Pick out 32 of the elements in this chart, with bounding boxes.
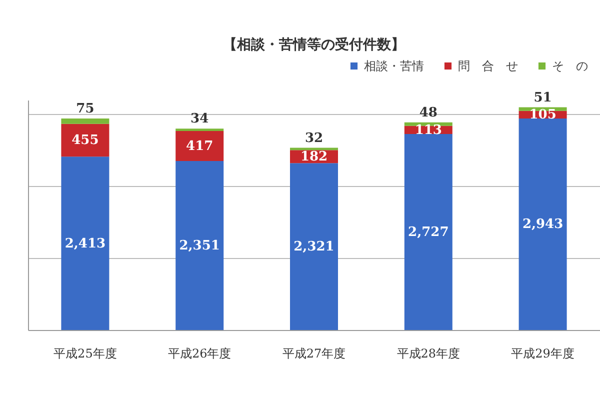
x-tick-label: 平成28年度 [396,346,460,360]
legend-label: 問 合 せ [458,59,518,73]
bar [518,118,567,330]
chart-title: 【相談・苦情等の受付件数】 [223,36,405,53]
bar [176,128,224,132]
data-label: 34 [190,112,209,127]
x-tick-label: 平成27年度 [282,346,346,360]
data-label: 455 [72,133,99,148]
data-label: 2,727 [408,225,449,240]
data-label: 417 [186,139,214,154]
legend-label: そ の [552,59,588,73]
data-label: 113 [414,122,442,138]
data-label: 51 [534,90,552,106]
bar [404,134,452,330]
data-label: 75 [76,101,94,116]
data-label: 48 [419,105,438,120]
data-label: 2,351 [179,238,220,254]
bar [61,124,110,157]
x-tick-label: 平成25年度 [54,346,117,360]
bar [61,118,110,124]
data-label: 2,943 [522,217,564,232]
bar [290,163,338,330]
data-label: 2,321 [294,240,334,255]
legend-label: 相談・苦情 [364,59,424,73]
data-label: 2,413 [64,236,106,252]
data-label: 32 [304,130,324,146]
bar [61,156,110,330]
x-tick-label: 平成29年度 [511,346,574,360]
bar [176,131,224,162]
bar [176,161,224,330]
data-label: 182 [300,150,328,165]
x-tick-label: 平成26年度 [168,346,232,360]
